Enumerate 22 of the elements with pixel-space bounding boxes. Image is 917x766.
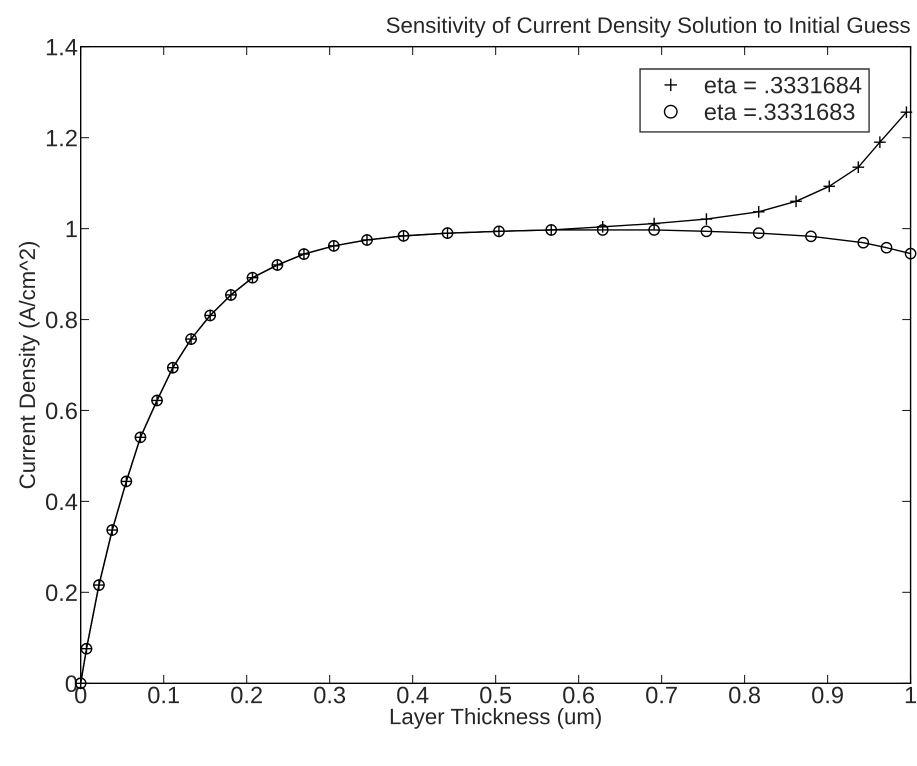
x-axis-title: Layer Thickness (um) [390,708,601,729]
y-axis-title: Current Density (A/cm^2) [18,242,40,488]
x-tick-label: 0.9 [812,686,843,704]
y-tick-label: 0.6 [46,402,77,420]
y-tick-label: 1.2 [46,130,77,146]
legend-label: eta = .3331684 [704,76,862,94]
x-tick-label: 0.4 [397,686,428,704]
y-tick-label: 0.2 [46,584,77,602]
x-tick-label: 0.1 [148,686,179,704]
x-tick-label: 0.2 [231,686,262,704]
x-tick-label: 0.6 [563,686,594,704]
x-tick-label: 0.7 [646,686,677,704]
y-tick-label: 1.4 [46,39,78,56]
y-tick-label: 0.8 [46,312,77,328]
x-tick-label: 0.5 [480,686,512,704]
x-tick-label: 0.8 [729,686,760,704]
y-tick-label: 0.4 [46,493,78,510]
x-tick-label: 0.3 [314,686,346,704]
legend-label: eta =.3331683 [704,103,854,120]
y-tick-label: 1 [66,220,77,238]
x-tick-label: 1 [906,686,916,704]
chart-title: Sensitivity of Current Density Solution to Initial Guess [386,16,910,38]
